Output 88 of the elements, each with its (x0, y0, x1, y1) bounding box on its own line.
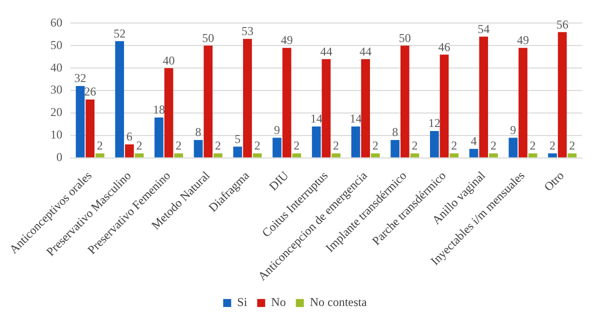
bar (370, 153, 380, 158)
bar (86, 100, 94, 158)
bar (450, 153, 459, 158)
x-tick-label: DIU (266, 168, 292, 194)
bar (115, 41, 124, 158)
bar (164, 68, 174, 158)
data-label: 2 (96, 138, 103, 153)
data-label: 2 (254, 138, 260, 153)
data-label: 54 (478, 22, 490, 36)
data-label: 52 (114, 26, 126, 40)
data-label: 8 (392, 125, 398, 140)
bar (508, 138, 518, 158)
bar (518, 48, 528, 158)
y-tick-label: 10 (50, 128, 62, 142)
data-label: 49 (516, 33, 529, 48)
data-label: 2 (569, 138, 576, 153)
bar (568, 153, 577, 158)
bar (252, 153, 262, 158)
y-tick-label: 0 (56, 150, 62, 164)
bar (125, 144, 134, 158)
bar (292, 153, 302, 158)
y-tick-label: 30 (50, 82, 62, 97)
data-label: 6 (126, 130, 132, 144)
data-label: 46 (438, 40, 450, 54)
bar (76, 86, 85, 158)
legend-label: No (271, 295, 286, 310)
bar (95, 153, 104, 158)
bar (479, 36, 488, 158)
bar (134, 153, 144, 158)
bar (351, 126, 360, 158)
data-label: 2 (530, 138, 536, 153)
legend-label: Si (237, 295, 248, 310)
y-tick-label: 60 (50, 15, 62, 30)
y-tick-label: 50 (50, 38, 62, 52)
bar (243, 38, 252, 158)
y-tick-label: 40 (50, 60, 62, 74)
bar (204, 46, 213, 158)
data-label: 56 (556, 17, 568, 32)
bar (390, 140, 400, 158)
bar (214, 153, 222, 158)
bar (154, 117, 164, 158)
data-label: 5 (234, 132, 241, 146)
data-label: 2 (333, 138, 340, 153)
data-label: 2 (412, 138, 418, 153)
data-label: 4 (470, 134, 477, 148)
data-label: 9 (510, 122, 516, 137)
bar (282, 48, 292, 158)
data-label: 18 (152, 102, 165, 117)
data-label: 12 (428, 116, 440, 130)
bar (233, 146, 242, 158)
data-label: 2 (214, 138, 221, 153)
bar (174, 153, 184, 158)
bar (548, 153, 557, 158)
data-label: 2 (136, 138, 142, 153)
data-label: 2 (490, 138, 496, 153)
data-label: 9 (274, 122, 280, 137)
data-label: 49 (280, 33, 293, 48)
data-label: 44 (360, 44, 372, 58)
data-label: 44 (320, 44, 332, 58)
legend-label: No contesta (310, 295, 368, 310)
data-label: 26 (84, 84, 96, 99)
bar (469, 148, 478, 158)
bar (528, 153, 538, 158)
bar (410, 153, 420, 158)
bar (272, 138, 282, 158)
bar (332, 153, 340, 158)
bar (361, 59, 370, 158)
data-label: 2 (294, 138, 300, 153)
bar (194, 140, 203, 158)
data-label: 32 (74, 71, 86, 86)
x-tick-label: Otro (541, 168, 567, 194)
bar (400, 46, 410, 158)
data-label: 50 (398, 30, 411, 45)
bar (312, 126, 321, 158)
data-label: 50 (202, 30, 214, 45)
bar (322, 59, 331, 158)
data-label: 8 (195, 125, 202, 140)
data-label: 2 (176, 138, 182, 153)
data-label: 40 (162, 53, 175, 68)
bar (430, 130, 439, 158)
data-label: 2 (549, 138, 556, 153)
bar (440, 54, 449, 158)
bar (558, 32, 567, 158)
data-label: 2 (372, 138, 378, 153)
bar (489, 153, 498, 158)
y-tick-label: 20 (50, 105, 62, 120)
data-label: 2 (451, 138, 458, 153)
data-label: 53 (241, 24, 254, 38)
